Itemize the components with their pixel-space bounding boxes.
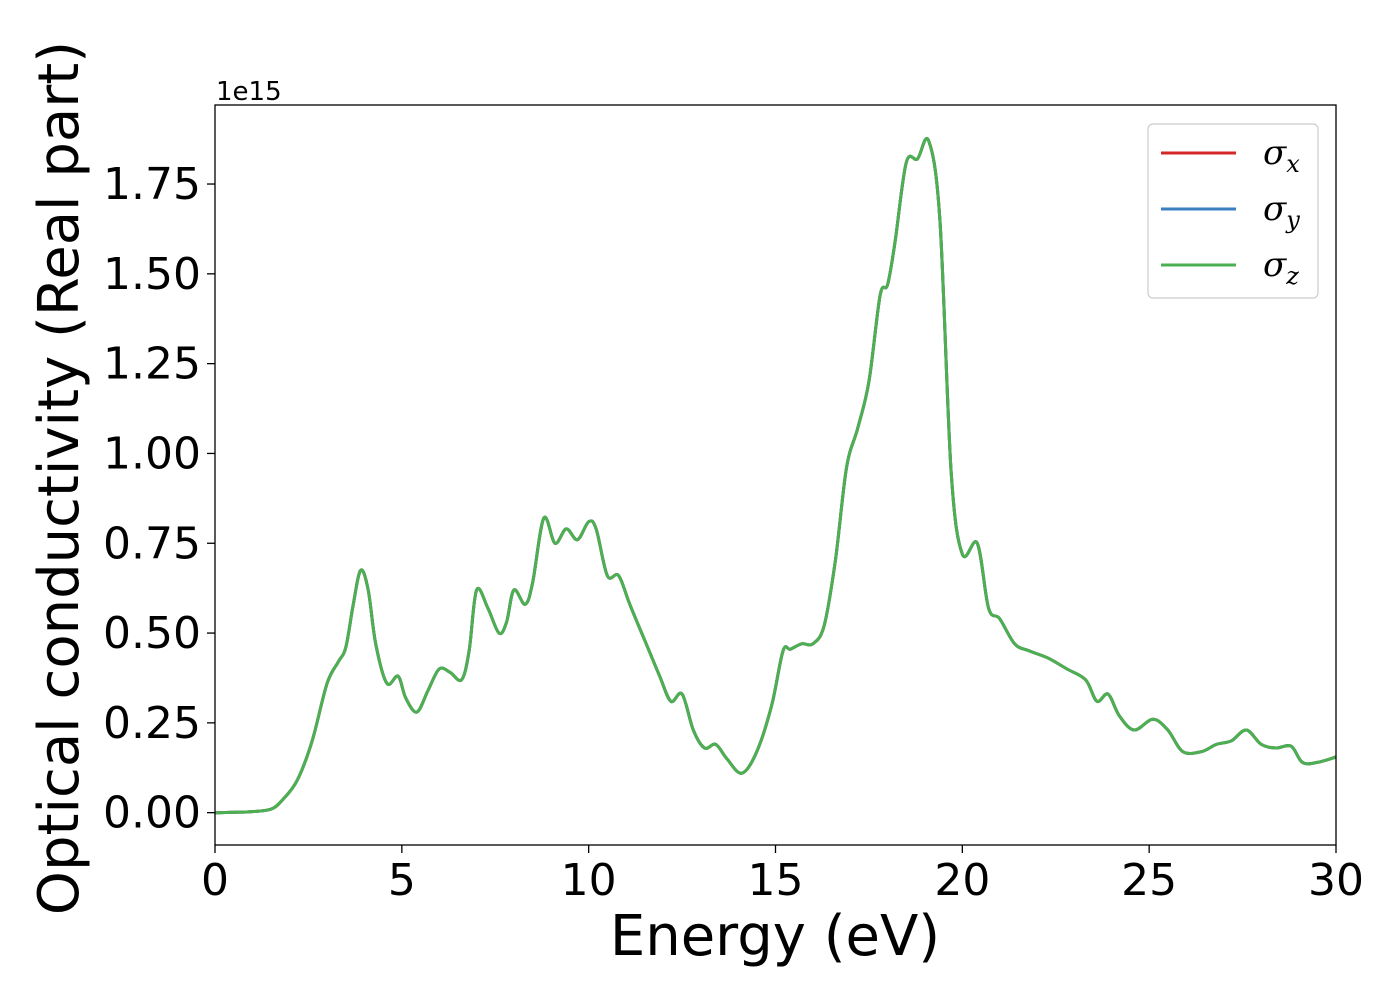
y-tick-label: 0.50 [103, 608, 201, 659]
y-tick-label: 1.25 [103, 339, 201, 390]
x-tick-label: 20 [934, 855, 990, 906]
y-tick-label: 1.00 [103, 428, 201, 479]
x-tick-label: 0 [201, 855, 229, 906]
y-offset-text: 1e15 [216, 77, 282, 107]
legend-label-z: σz [1263, 245, 1299, 290]
legend-box [1147, 123, 1319, 299]
y-tick-label: 1.75 [103, 159, 201, 210]
x-tick-label: 5 [388, 855, 416, 906]
x-axis-label: Energy (eV) [610, 904, 940, 969]
legend-label-y: σy [1263, 189, 1300, 234]
y-tick-label: 0.75 [103, 518, 201, 569]
y-tick-label: 0.00 [103, 788, 201, 839]
y-axis-label: Optical conductivity (Real part) [27, 41, 92, 915]
x-tick-label: 15 [748, 855, 804, 906]
x-axis-ticks: 0 5 10 15 20 25 30 [201, 845, 1364, 906]
legend: σx σy σz [1147, 123, 1319, 299]
y-tick-label: 1.50 [103, 249, 201, 300]
x-tick-label: 30 [1308, 855, 1364, 906]
series-lines [214, 137, 1337, 815]
series-line-z [214, 137, 1337, 815]
legend-label-x: σx [1263, 133, 1300, 178]
y-axis-ticks: 0.00 0.25 0.50 0.75 1.00 1.25 1.50 1.75 [103, 159, 215, 839]
y-tick-label: 0.25 [103, 698, 201, 749]
x-tick-label: 10 [561, 855, 617, 906]
x-tick-label: 25 [1121, 855, 1177, 906]
